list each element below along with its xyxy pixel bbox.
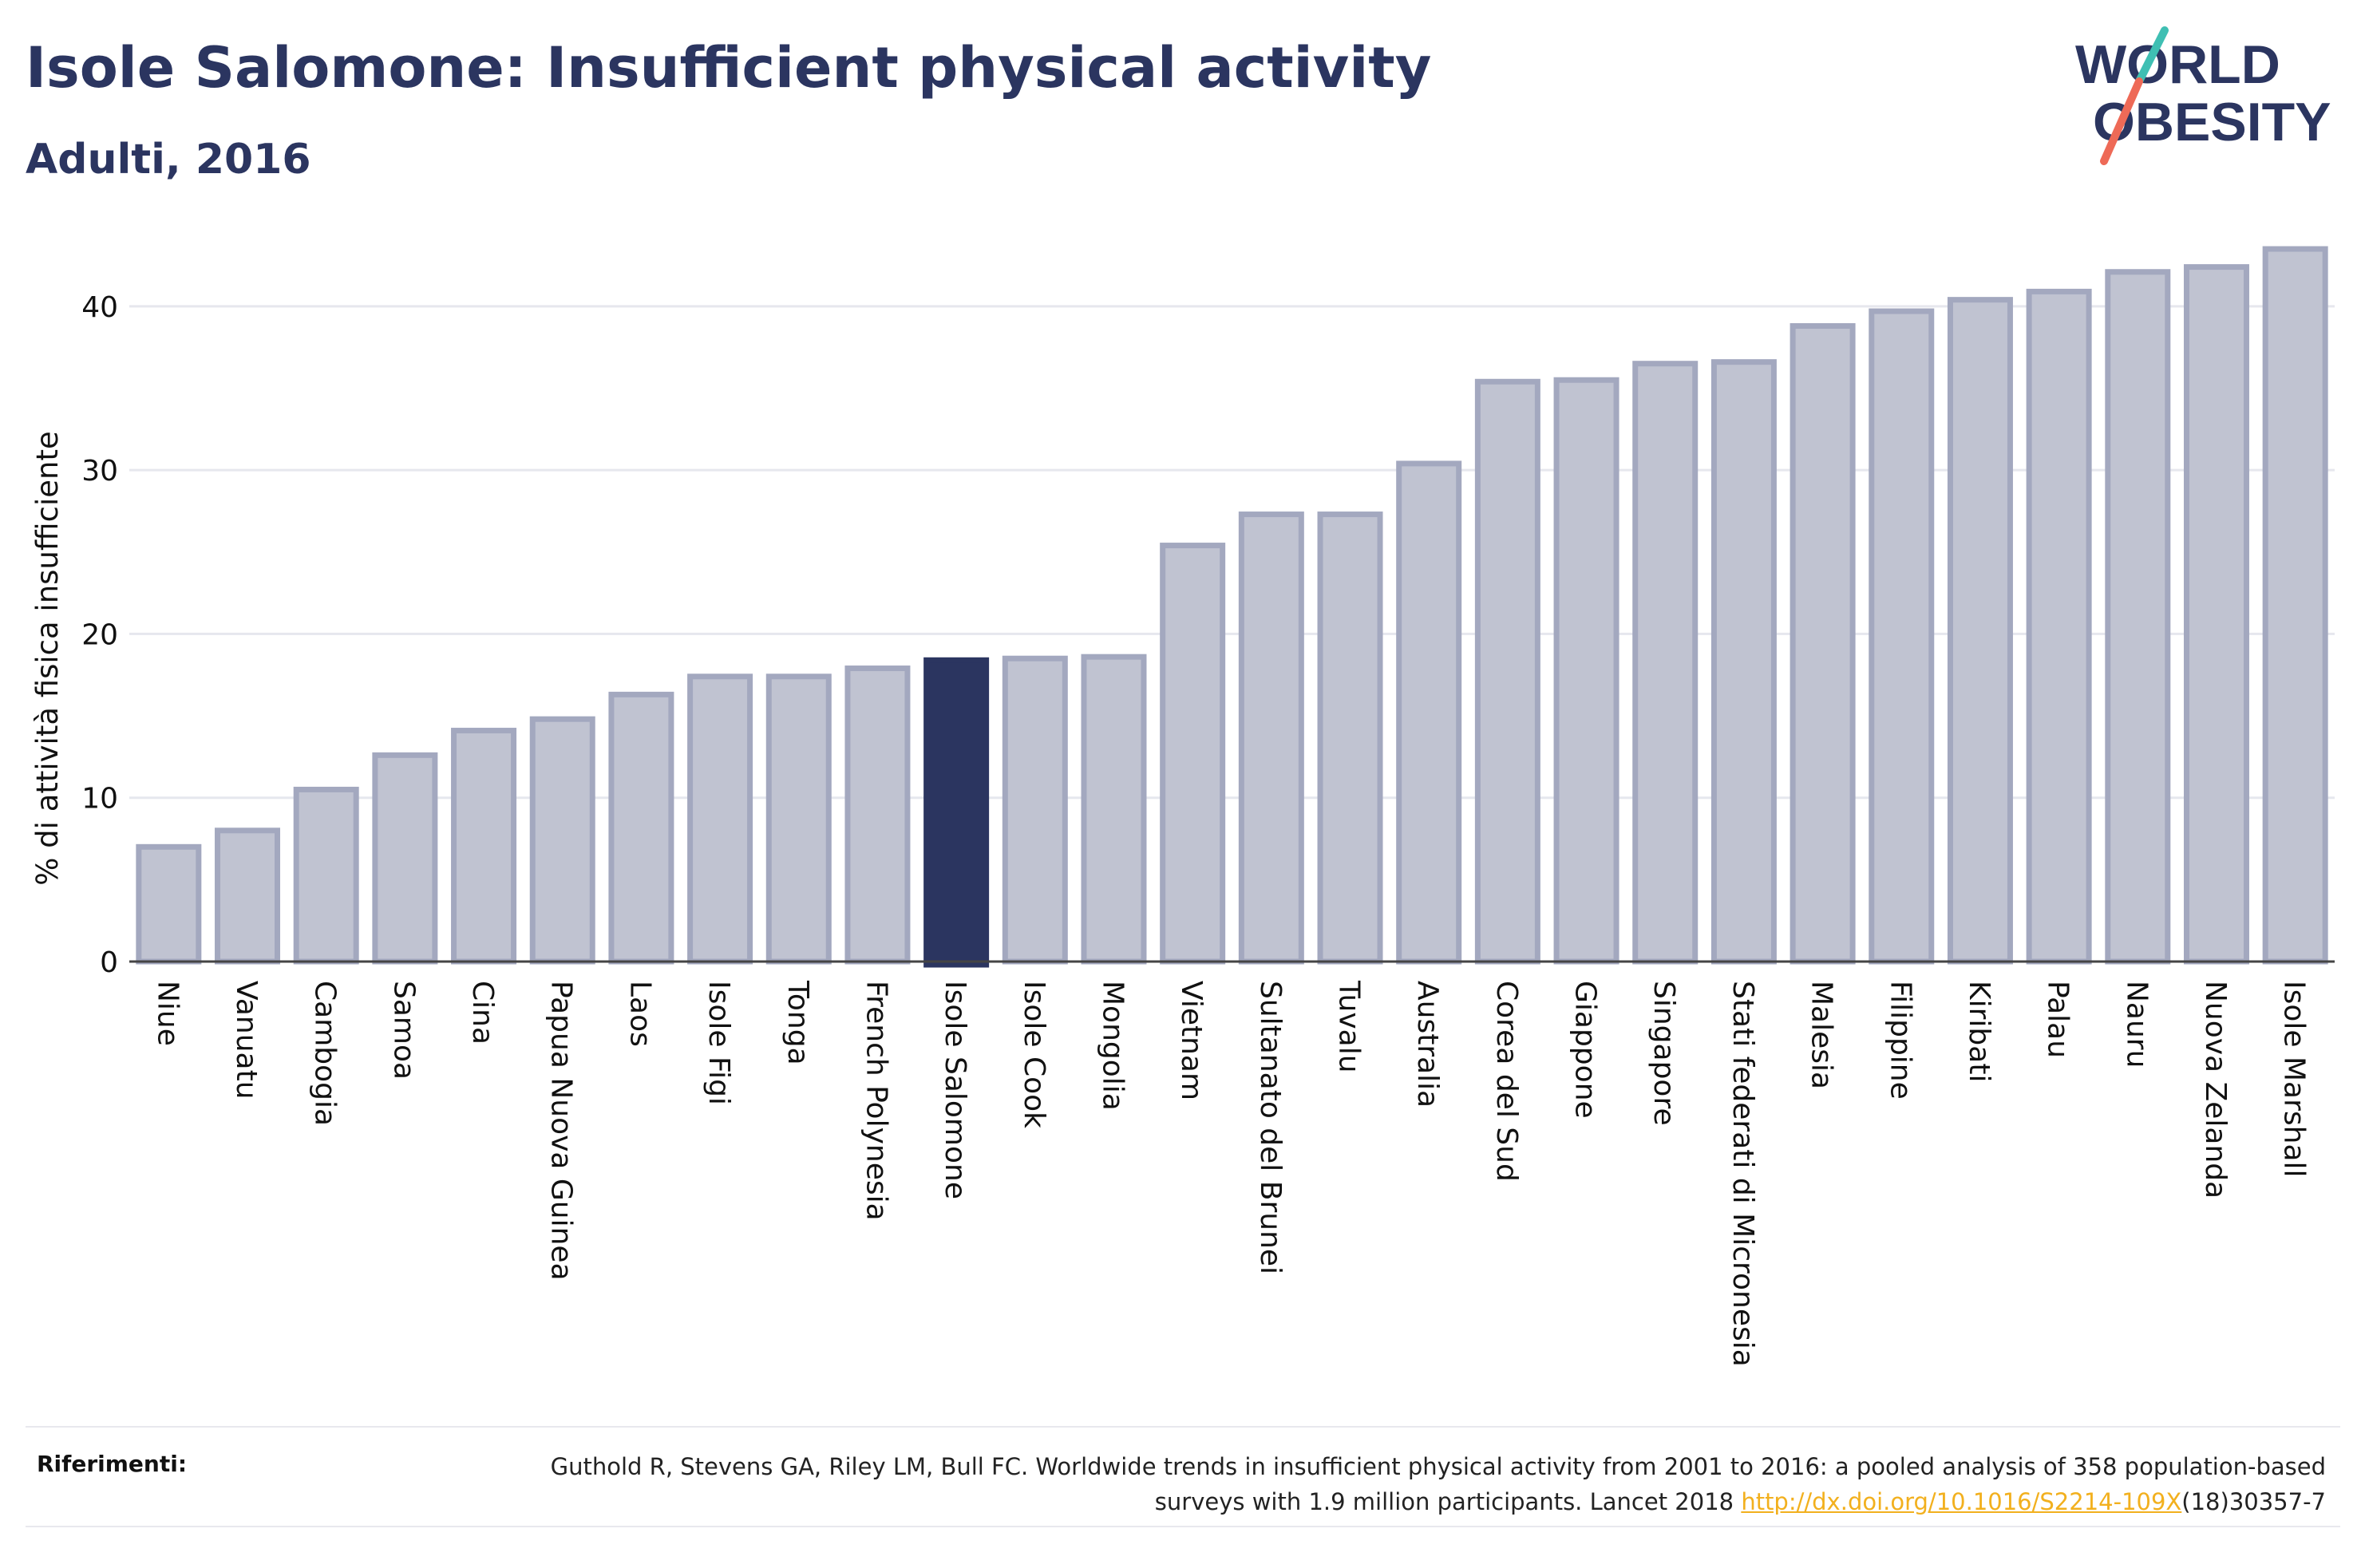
bar-niue xyxy=(136,843,202,965)
bar-isole-salomone xyxy=(923,657,990,968)
references-divider-top xyxy=(26,1426,2340,1428)
x-tick-label: Vanuatu xyxy=(230,981,263,1100)
y-tick-label: 40 xyxy=(81,291,118,324)
chart-title: Isole Salomone: Insufficient physical ac… xyxy=(26,35,1432,101)
references-doi-link[interactable]: http://dx.doi.org/10.1016/S2214-109X xyxy=(1741,1488,2182,1515)
x-tick-label: Nuova Zelanda xyxy=(2199,981,2232,1199)
x-tick-label: Giappone xyxy=(1569,981,1602,1119)
x-tick-label: Singapore xyxy=(1647,981,1680,1126)
bar-tuvalu xyxy=(1317,511,1383,965)
x-tick-label: Isole Figi xyxy=(702,981,735,1105)
x-tick-label: Tuvalu xyxy=(1333,980,1366,1073)
x-tick-label: Isole Marshall xyxy=(2278,981,2311,1178)
bar-french-polynesia xyxy=(844,666,911,965)
x-tick-label: Isole Salomone xyxy=(939,981,971,1199)
bar-chart: 0 10 20 30 40 Niue Vanuatu Cambogia Samoa Cina Pa… xyxy=(30,246,2335,1367)
bar-cambogia xyxy=(293,786,359,965)
bar-samoa xyxy=(372,752,438,965)
x-tick-label: Laos xyxy=(623,981,656,1047)
bar-australia xyxy=(1396,460,1462,965)
bar-papua-nuova-guinea xyxy=(529,716,595,965)
y-tick-label: 20 xyxy=(81,618,118,651)
references-label: Riferimenti: xyxy=(37,1451,188,1477)
bar-tonga xyxy=(765,673,832,965)
x-tick-label: Tonga xyxy=(781,980,814,1065)
chart-subtitle: Adulti, 2016 xyxy=(26,136,311,184)
x-tick-label: Malesia xyxy=(1805,981,1838,1089)
x-tick-label: Cambogia xyxy=(309,981,342,1126)
x-tick-label: French Polynesia xyxy=(860,981,892,1221)
logo-line1: WORLD xyxy=(2075,34,2280,95)
y-axis-label: % di attività fisica insufficiente xyxy=(30,431,65,886)
bar-malesia xyxy=(1790,322,1856,965)
references-text: Guthold R, Stevens GA, Riley LM, Bull FC… xyxy=(490,1449,2326,1519)
bar-isole-figi xyxy=(687,673,753,965)
bar-nauru xyxy=(2105,269,2171,965)
x-tick-labels: Niue Vanuatu Cambogia Samoa Cina Papua Nuova … xyxy=(151,980,2310,1367)
bar-vanuatu xyxy=(215,827,281,965)
x-tick-label: Nauru xyxy=(2120,981,2153,1068)
logo-slash-teal-icon xyxy=(2135,26,2169,85)
bar-isole-cook xyxy=(1002,655,1068,965)
x-tick-label: Sultanato del Brunei xyxy=(1254,981,1287,1274)
x-tick-label: Isole Cook xyxy=(1018,981,1050,1128)
y-tick-label: 10 xyxy=(81,783,118,816)
x-tick-label: Stati federati di Micronesia xyxy=(1726,981,1759,1367)
bar-stati-federati-di-micronesia xyxy=(1710,359,1777,965)
x-tick-label: Kiribati xyxy=(1963,981,1995,1082)
x-tick-label: Papua Nuova Guinea xyxy=(545,981,578,1281)
world-obesity-logo: WORLD OBESITY xyxy=(2075,26,2331,165)
y-tick-labels: 0 10 20 30 40 xyxy=(81,291,118,979)
x-tick-label: Mongolia xyxy=(1096,981,1129,1111)
bar-giappone xyxy=(1553,377,1619,965)
references-divider-bottom xyxy=(26,1526,2340,1527)
bar-laos xyxy=(608,691,674,965)
bar-isole-marshall xyxy=(2262,246,2328,965)
references-citation: Guthold R, Stevens GA, Riley LM, Bull FC… xyxy=(550,1453,2326,1515)
bar-cina xyxy=(451,728,517,965)
x-tick-label: Niue xyxy=(151,981,184,1046)
x-tick-label: Samoa xyxy=(387,981,420,1080)
x-tick-label: Filippine xyxy=(1884,981,1916,1100)
bar-kiribati xyxy=(1947,297,2013,965)
x-tick-label: Palau xyxy=(2042,981,2074,1058)
bar-mongolia xyxy=(1081,654,1147,965)
bar-sultanato-del-brunei xyxy=(1238,511,1304,965)
bar-filippine xyxy=(1869,308,1935,965)
bars xyxy=(136,246,2328,968)
y-tick-label: 0 xyxy=(100,946,118,979)
x-tick-label: Corea del Sud xyxy=(1490,981,1523,1182)
bar-singapore xyxy=(1632,361,1699,965)
references-citation-end: (18)30357-7 xyxy=(2181,1488,2326,1515)
x-tick-label: Australia xyxy=(1411,981,1444,1108)
logo-slash-coral-icon xyxy=(2100,77,2143,165)
bar-vietnam xyxy=(1160,543,1226,965)
bar-corea-del-sud xyxy=(1474,378,1540,965)
y-tick-label: 30 xyxy=(81,455,118,488)
bar-nuova-zelanda xyxy=(2183,264,2249,965)
bar-palau xyxy=(2026,288,2092,965)
x-tick-label: Cina xyxy=(466,981,499,1045)
x-tick-label: Vietnam xyxy=(1175,981,1208,1100)
